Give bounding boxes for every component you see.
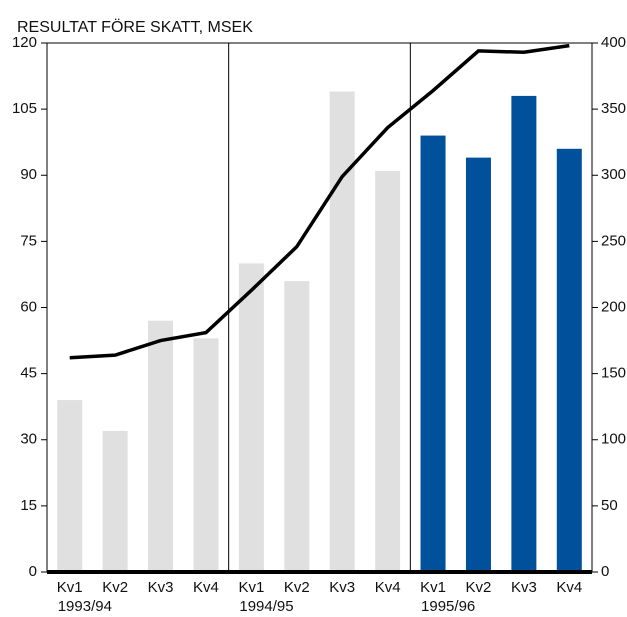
y-tick-label: 0 — [29, 563, 37, 580]
group-label: 1993/94 — [58, 598, 112, 615]
x-tick-label: Kv4 — [375, 579, 401, 596]
y2-tick-label: 150 — [601, 365, 626, 382]
x-tick-label: Kv3 — [329, 579, 355, 596]
group-label: 1995/96 — [421, 598, 475, 615]
y-tick-label: 120 — [12, 34, 37, 51]
y-tick-label: 75 — [20, 232, 37, 249]
y-tick-label: 45 — [20, 365, 37, 382]
bar — [148, 320, 174, 572]
y2-tick-label: 100 — [601, 431, 626, 448]
y2-tick-label: 50 — [601, 497, 618, 514]
x-tick-label: Kv3 — [148, 579, 174, 596]
bar — [57, 400, 83, 572]
x-tick-label: Kv1 — [57, 579, 83, 596]
line — [69, 43, 570, 360]
y-tick-label: 15 — [20, 497, 37, 514]
bar — [556, 148, 582, 573]
x-tick-label: Kv1 — [238, 579, 264, 596]
y2-tick-label: 0 — [601, 563, 609, 580]
x-tick-label: Kv1 — [420, 579, 446, 596]
bar — [420, 135, 446, 572]
y-tick-label: 30 — [20, 431, 37, 448]
x-tick-label: Kv2 — [466, 579, 492, 596]
x-tick-label: Kv2 — [102, 579, 128, 596]
bar — [375, 170, 401, 572]
y-tick-label: 105 — [12, 100, 37, 117]
y2-tick-label: 250 — [601, 232, 626, 249]
x-tick-label: Kv4 — [556, 579, 582, 596]
bar — [329, 91, 355, 572]
y-tick-label: 90 — [20, 166, 37, 183]
bar — [193, 338, 219, 572]
x-tick-label: Kv4 — [193, 579, 219, 596]
y2-tick-label: 400 — [601, 34, 626, 51]
bar — [511, 95, 537, 573]
bar — [465, 157, 491, 572]
bar — [284, 281, 310, 572]
group-label: 1994/95 — [239, 598, 293, 615]
bar — [102, 430, 128, 572]
y2-tick-label: 350 — [601, 100, 626, 117]
bar — [238, 263, 264, 572]
y2-tick-label: 300 — [601, 166, 626, 183]
x-tick-label: Kv2 — [284, 579, 310, 596]
y2-tick-label: 200 — [601, 298, 626, 315]
chart-title: RESULTAT FÖRE SKATT, MSEK — [17, 18, 253, 36]
y-tick-label: 60 — [20, 298, 37, 315]
x-tick-label: Kv3 — [511, 579, 537, 596]
